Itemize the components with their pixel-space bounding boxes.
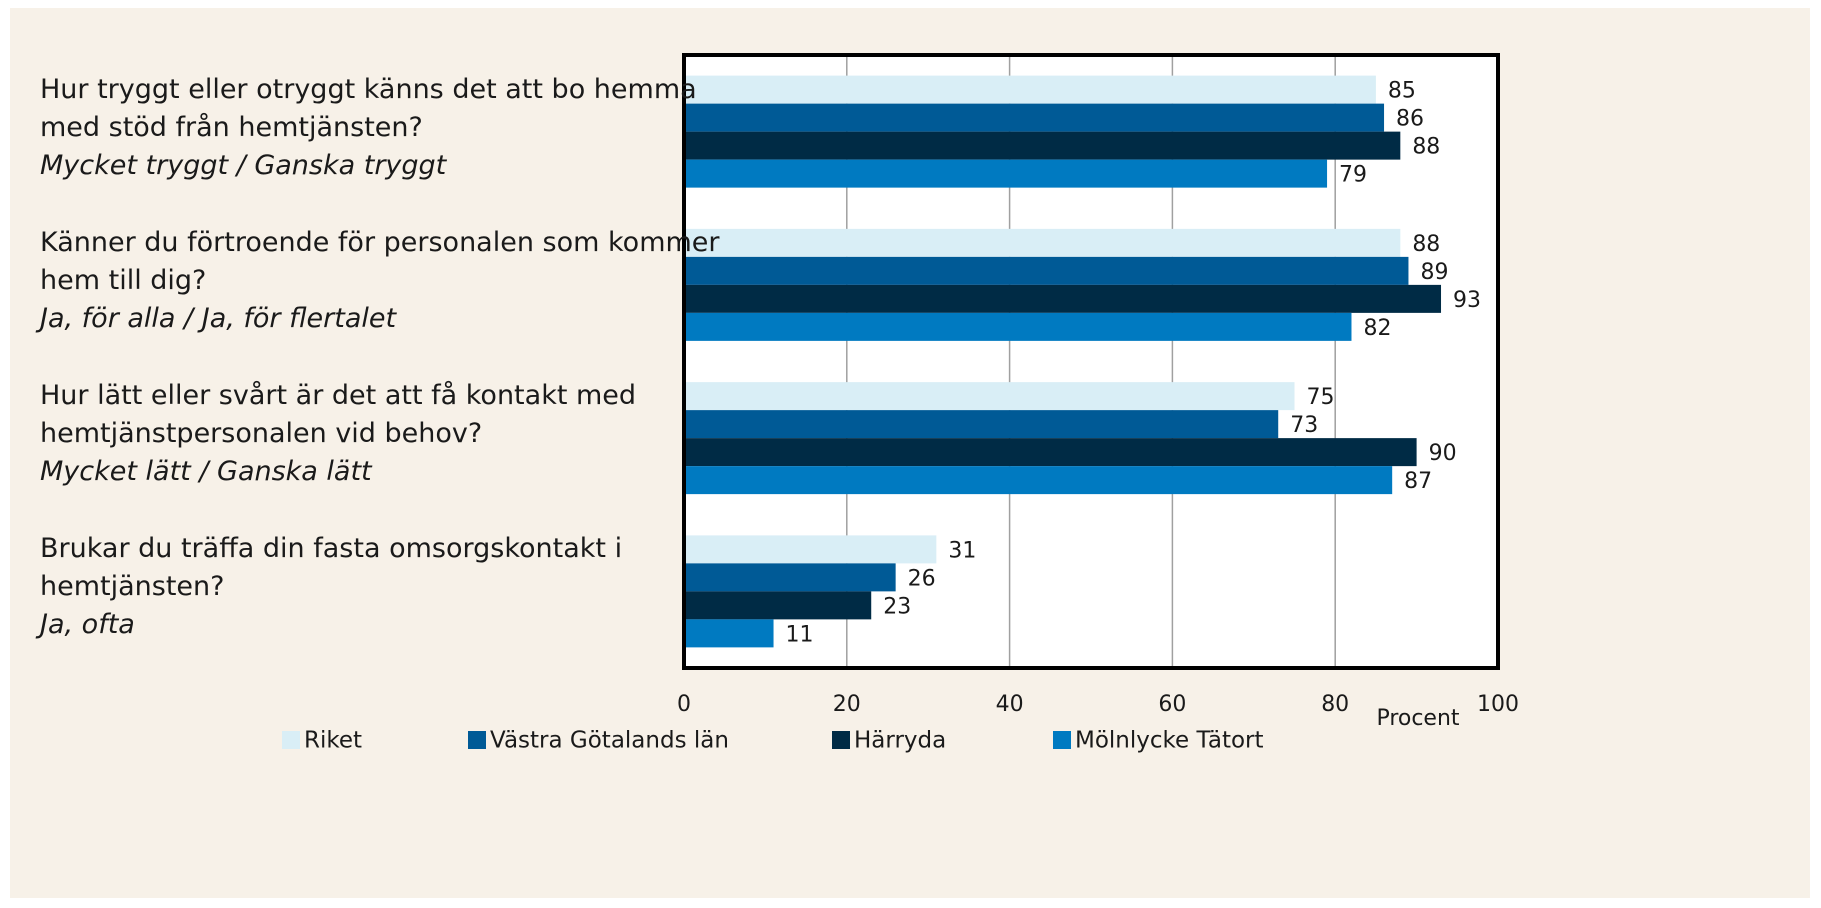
value-label: 31	[948, 538, 976, 563]
category-answer: Mycket tryggt / Ganska tryggt	[40, 149, 447, 181]
bar	[684, 438, 1417, 467]
bar	[684, 159, 1328, 188]
legend-swatch	[282, 731, 300, 749]
bar	[684, 466, 1393, 495]
value-label: 79	[1339, 163, 1367, 188]
x-tick-label: 80	[1321, 692, 1349, 717]
bar	[684, 256, 1409, 285]
bar	[684, 535, 937, 564]
category-label: Hur tryggt eller otryggt känns det att b…	[40, 71, 720, 185]
plot-border	[682, 53, 1500, 670]
category-question: Brukar du träffa din fasta omsorgskontak…	[40, 533, 623, 603]
category-question: Känner du förtroende för personalen som …	[40, 226, 720, 296]
legend-label: Härryda	[854, 728, 946, 754]
category-label: Känner du förtroende för personalen som …	[40, 224, 720, 338]
x-tick-label: 60	[1158, 692, 1186, 717]
value-label: 85	[1388, 79, 1416, 104]
legend-label: Västra Götalands län	[490, 728, 729, 754]
legend-label: Riket	[304, 728, 362, 754]
bar	[684, 284, 1442, 313]
x-axis-label: Procent	[1376, 706, 1459, 731]
category-answer: Mycket lätt / Ganska lätt	[40, 456, 372, 488]
bar	[684, 103, 1385, 132]
value-label: 23	[883, 594, 911, 619]
legend-swatch	[468, 731, 486, 749]
legend-label: Mölnlycke Tätort	[1075, 728, 1264, 754]
bar	[684, 312, 1352, 341]
value-label: 86	[1396, 107, 1424, 132]
bar	[684, 75, 1376, 104]
value-label: 90	[1429, 441, 1457, 466]
category-label: Brukar du träffa din fasta omsorgskontak…	[40, 530, 720, 644]
x-tick-label: 100	[1477, 692, 1519, 717]
value-label: 11	[786, 622, 814, 647]
category-question: Hur tryggt eller otryggt känns det att b…	[40, 73, 697, 143]
value-label: 87	[1404, 469, 1432, 494]
x-tick-label: 20	[833, 692, 861, 717]
bar	[684, 410, 1279, 439]
legend-swatch	[1053, 731, 1071, 749]
legend-swatch	[832, 731, 850, 749]
category-question: Hur lätt eller svårt är det att få konta…	[40, 380, 637, 450]
value-label: 73	[1290, 413, 1318, 438]
category-label: Hur lätt eller svårt är det att få konta…	[40, 377, 720, 491]
category-answer: Ja, för alla / Ja, för flertalet	[40, 302, 397, 334]
x-tick-label: 0	[677, 692, 691, 717]
value-label: 75	[1307, 385, 1335, 410]
category-answer: Ja, ofta	[40, 609, 135, 641]
value-label: 26	[908, 566, 936, 591]
bar	[684, 563, 896, 592]
bar	[684, 619, 774, 648]
value-label: 93	[1453, 288, 1481, 313]
bar	[684, 382, 1295, 411]
value-label: 82	[1363, 316, 1391, 341]
bar	[684, 228, 1401, 257]
value-label: 88	[1412, 135, 1440, 160]
value-label: 88	[1412, 232, 1440, 257]
x-tick-label: 40	[996, 692, 1024, 717]
bar	[684, 591, 872, 620]
bar	[684, 131, 1401, 160]
value-label: 89	[1420, 260, 1448, 285]
